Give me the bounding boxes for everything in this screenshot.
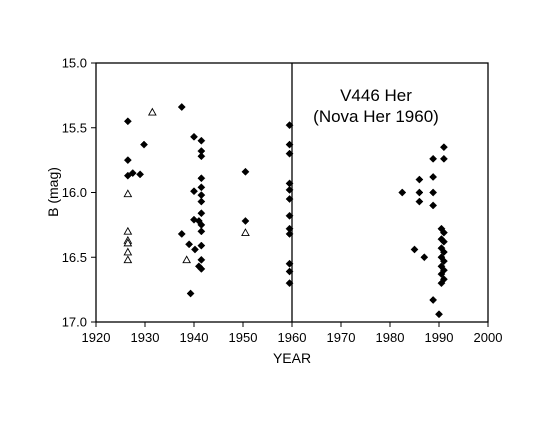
annotation-line2: (Nova Her 1960) <box>313 107 439 126</box>
x-tick-label: 2000 <box>474 330 503 345</box>
triangle-point <box>123 226 133 235</box>
diamond-point <box>186 289 195 298</box>
diamond-point <box>197 209 206 218</box>
diamond-point <box>439 275 448 284</box>
y-tick-label: 16.0 <box>62 185 87 200</box>
diamond-point <box>197 241 206 250</box>
triangle-point <box>123 189 133 198</box>
x-tick-label: 1940 <box>180 330 209 345</box>
diamond-point <box>415 197 424 206</box>
diamond-point <box>197 264 206 273</box>
diamond-point <box>420 253 429 262</box>
diamond-point <box>429 201 438 210</box>
diamond-point <box>197 255 206 264</box>
triangle-point <box>182 255 192 264</box>
diamond-point <box>429 296 438 304</box>
diamond-point <box>439 266 448 275</box>
diamond-point <box>197 152 206 161</box>
diamond-point <box>415 188 424 197</box>
x-tick-label: 1960 <box>278 330 307 345</box>
y-tick-label: 16.5 <box>62 250 87 265</box>
y-tick-label: 15.0 <box>62 56 87 71</box>
diamond-point <box>197 136 206 145</box>
diamond-point <box>285 259 294 268</box>
diamond-point <box>123 156 132 165</box>
diamond-point <box>197 183 206 192</box>
triangle-point <box>241 228 250 236</box>
diamond-point <box>439 143 448 152</box>
diamond-point <box>197 174 206 183</box>
diamond-point <box>241 167 250 176</box>
x-tick-label: 1950 <box>229 330 258 345</box>
diamond-point <box>439 237 448 246</box>
diamond-point <box>285 279 294 288</box>
axis-ticks: 1920 1930 1940 1950 1960 1970 1980 1990 2000 15.0… <box>62 56 503 346</box>
diamond-point <box>429 154 438 163</box>
x-tick-label: 1920 <box>82 330 111 345</box>
diamond-point <box>285 267 294 276</box>
diamond-point <box>197 197 206 206</box>
diamond-point <box>285 211 294 220</box>
triangle-point <box>123 255 133 264</box>
diamond-point <box>128 169 137 178</box>
diamond-point <box>439 257 448 266</box>
diamond-point <box>285 229 294 238</box>
diamond-point <box>190 132 198 141</box>
y-tick-label: 15.5 <box>62 120 87 135</box>
diamond-point <box>439 154 448 163</box>
x-tick-label: 1980 <box>376 330 405 345</box>
diamond-point <box>241 217 250 225</box>
data-points <box>123 103 448 319</box>
diamond-point <box>123 117 132 126</box>
diamond-point <box>429 173 438 181</box>
triangle-point <box>123 238 133 247</box>
triangle-point <box>147 107 157 116</box>
diamond-point <box>285 195 294 203</box>
diamond-point <box>285 185 294 194</box>
diamond-point <box>439 248 448 257</box>
diamond-point <box>415 175 424 184</box>
diamond-point <box>197 227 206 236</box>
x-tick-label: 1970 <box>327 330 356 345</box>
diamond-point <box>185 240 194 249</box>
diamond-point <box>435 310 443 319</box>
x-tick-label: 1990 <box>425 330 454 345</box>
triangle-point <box>123 247 133 256</box>
diamond-point <box>140 140 148 149</box>
diamond-point <box>177 229 186 238</box>
diamond-point <box>136 170 145 179</box>
diamond-point <box>190 187 198 196</box>
diamond-point <box>410 245 419 254</box>
diamond-point <box>197 191 206 200</box>
x-tick-label: 1930 <box>131 330 160 345</box>
diamond-point <box>285 140 294 149</box>
annotation-line1: V446 Her <box>340 86 412 105</box>
diamond-point <box>429 188 438 197</box>
diamond-point <box>285 121 294 130</box>
diamond-point <box>439 228 448 237</box>
y-axis-title: B (mag) <box>45 167 61 217</box>
diamond-point <box>285 149 294 158</box>
diamond-point <box>398 188 407 197</box>
diamond-point <box>177 103 186 111</box>
diamond-point <box>191 245 199 254</box>
x-axis-title: YEAR <box>273 350 311 366</box>
y-tick-label: 17.0 <box>62 315 87 330</box>
